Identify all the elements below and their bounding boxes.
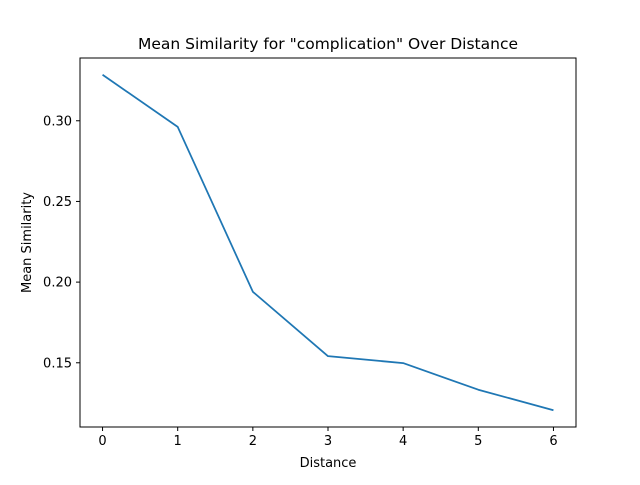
- y-tick-label: 0.30: [43, 114, 72, 129]
- x-tick-label: 4: [399, 434, 407, 449]
- y-tick-label: 0.15: [43, 356, 72, 371]
- x-tick-label: 6: [549, 434, 557, 449]
- x-tick-label: 3: [324, 434, 332, 449]
- x-tick-label: 2: [249, 434, 257, 449]
- y-axis: 0.15 0.20 0.25 0.30: [43, 114, 80, 371]
- chart-title: Mean Similarity for "complication" Over …: [138, 35, 518, 53]
- x-tick-label: 1: [174, 434, 182, 449]
- series-line-0: [102, 74, 554, 412]
- x-axis-label: Distance: [300, 456, 357, 471]
- plot-area: [102, 74, 554, 412]
- x-tick-label: 0: [98, 434, 106, 449]
- y-axis-label: Mean Similarity: [20, 192, 35, 293]
- y-tick-label: 0.20: [43, 276, 72, 291]
- y-tick-label: 0.25: [43, 195, 72, 210]
- x-axis: 0 1 2 3 4 5 6: [98, 427, 558, 449]
- x-tick-label: 5: [474, 434, 482, 449]
